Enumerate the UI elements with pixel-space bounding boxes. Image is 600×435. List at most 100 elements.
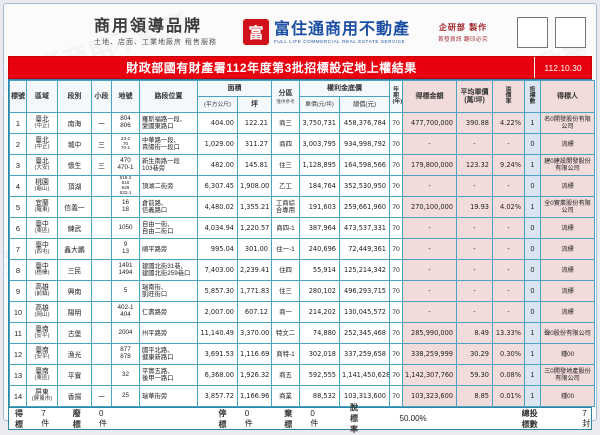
summary-footer: 得標 7件 廢標 0件 停標 0件 棄標 0件 脫標率 50.00% 總投標數 … [8,403,592,434]
cell-lot: 33-2 70 70-1 [111,133,140,155]
cell-region: 宜蘭 (羅東) [26,196,58,218]
table-row: 4 桃園 (龜山) 頂湖 615-2 616 629 632-1 頂湖二街旁 6,307… [9,175,595,197]
col-header-zoning-note: 僅供參考 [276,98,295,104]
cell-years: 70 [389,385,403,407]
cell-location: 中華路一段、 貴陽街一段口 [139,133,198,155]
cell-area-m2: 6,307.45 [197,175,238,197]
cell-area-m2: 7,403.00 [197,259,238,281]
cell-winner: 流標 [540,259,595,281]
cell-win-amount: 1,142,307,760 [402,364,457,386]
cell-zoning: 特文二 [271,322,300,344]
cell-total-price: 72,449,361 [339,238,390,260]
cell-unit-price: 88,532 [299,385,340,407]
cell-premium: - [492,280,525,302]
cell-subsection [91,280,112,302]
cell-subsection [91,322,112,344]
cell-region: 高雄 (岡山) [26,301,58,323]
cell-area-m2: 2,007.00 [197,301,238,323]
col-header-avg-price-line1: 平均單價 [460,89,489,96]
cell-section: 信義一 [57,196,92,218]
cell-area-m2: 4,034.94 [197,217,238,239]
company-tagline: FULL LIFE COMMERCIAL REAL ESTATE SERVICE [273,38,406,44]
cell-lot: 877 878 [111,343,140,365]
cell-subsection: 三 [91,133,112,155]
footer-value: 0件 [310,408,319,428]
cell-zoning: 乙工 [271,175,300,197]
cell-lot: 16 18 [111,196,140,218]
cell-location: 倉前路、 信義路口 [139,196,198,218]
cell-avg-price: - [456,133,493,155]
cell-area-m2: 995.04 [197,238,238,260]
col-header-unit-price: 單價(元/坪) [299,96,340,113]
cell-area-ping: 3,370.00 [237,322,272,344]
cell-region: 臺中 (梧棲) [26,259,58,281]
table-row: 9 高雄 (前鎮) 興南 5 瑞南街、 凱旺街口 5,857.30 1,771.83… [9,280,595,302]
cell-location: 州平路旁 [139,322,198,344]
cell-win-amount: 179,800,000 [402,154,457,176]
cell-location: 瑞華街旁 [139,385,198,407]
cell-section: 三民 [57,259,92,281]
cell-bids: 0 [524,259,541,281]
cell-region: 臺南 (安平) [26,322,58,344]
col-header-area-ping: 坪 [237,96,272,113]
cell-win-amount: 338,259,999 [402,343,457,365]
cell-unit-price: 387,964 [299,217,340,239]
cell-area-ping: 1,908.00 [237,175,272,197]
cell-region: 臺北 (大安) [26,154,58,176]
cell-lot: 1050 [111,217,140,239]
cell-region: 臺北 (中正) [26,112,58,134]
cell-years: 70 [389,322,403,344]
cell-bids: 0 [524,217,541,239]
cell-avg-price: 390.88 [456,112,493,134]
credits: 企研部 製作 首發資訊 翻印必究 [438,22,488,43]
cell-win-amount: - [402,259,457,281]
col-header-location: 路段位置 [139,80,198,113]
cell-total-price: 496,293,715 [339,280,390,302]
footer-value: 0件 [244,408,253,428]
cell-years: 70 [389,154,403,176]
page: 富住通商用不動產 富住通商用不動產 富住通商用不動產 富住通商用不動產 富住通商… [3,3,597,434]
cell-location: 順平路旁 [139,238,198,260]
cell-location: 自由一街、 自由二街口 [139,217,198,239]
col-header-years-text: 年期(年) [392,86,403,106]
cell-winner: 流標 [540,280,595,302]
credits-line2: 首發資訊 翻印必究 [437,36,488,43]
footer-value: 50.00% [399,414,427,423]
cell-region: 臺南 (東區) [26,364,58,386]
table-row: 2 臺北 (中正) 城中 三 33-2 70 70-1 中華路一段、 貴陽街一段口 1,… [9,133,595,155]
cell-winner: 鍾00 [540,343,595,365]
table-row: 13 臺南 (東區) 平實 32 平實五路、 後甲一路口 6,368.00 1,92… [9,364,595,386]
cell-winner: 三0開發地產股份有限公司 [540,364,595,386]
cell-no: 4 [9,175,27,197]
cell-lot: 5 [111,280,140,302]
col-header-region: 區域 [26,80,58,113]
cell-section: 城中 [57,133,92,155]
cell-premium: - [492,133,525,155]
cell-unit-price: 214,202 [299,301,340,323]
cell-avg-price: 59.30 [456,364,493,386]
cell-subsection [91,196,112,218]
cell-subsection [91,217,112,239]
qr-code-icon [555,16,586,48]
cell-years: 70 [389,133,403,155]
cell-area-ping: 311.27 [237,133,272,155]
cell-area-ping: 2,239.41 [237,259,272,281]
qr-code-icon [517,16,548,48]
cell-total-price: 103,313,600 [339,385,390,407]
credits-line1: 企研部 製作 [438,22,488,32]
top-brand-bar: 商用領導品牌 土地、店面、工業地廠房 租售服務 富 富住通商用不動產 FULL … [8,8,592,56]
cell-zoning: 商業 [271,385,300,407]
col-header-avg-price-line2: (萬/坪) [464,96,485,104]
cell-premium: 13.33% [492,322,525,344]
cell-avg-price: 8.49 [456,322,493,344]
cell-region: 屏東 (屏東市) [26,385,58,407]
cell-zoning: 工商綜合專用 [271,196,300,218]
cell-avg-price: - [456,280,493,302]
cell-zoning: 商三 [271,112,300,134]
footer-label: 得標 [15,408,23,429]
cell-section: 香揚 [57,385,92,407]
col-header-lot: 地號 [111,80,140,113]
footer-value: 7件 [41,408,50,428]
cell-section: 頂湖 [57,175,92,197]
cell-no: 6 [9,217,27,239]
